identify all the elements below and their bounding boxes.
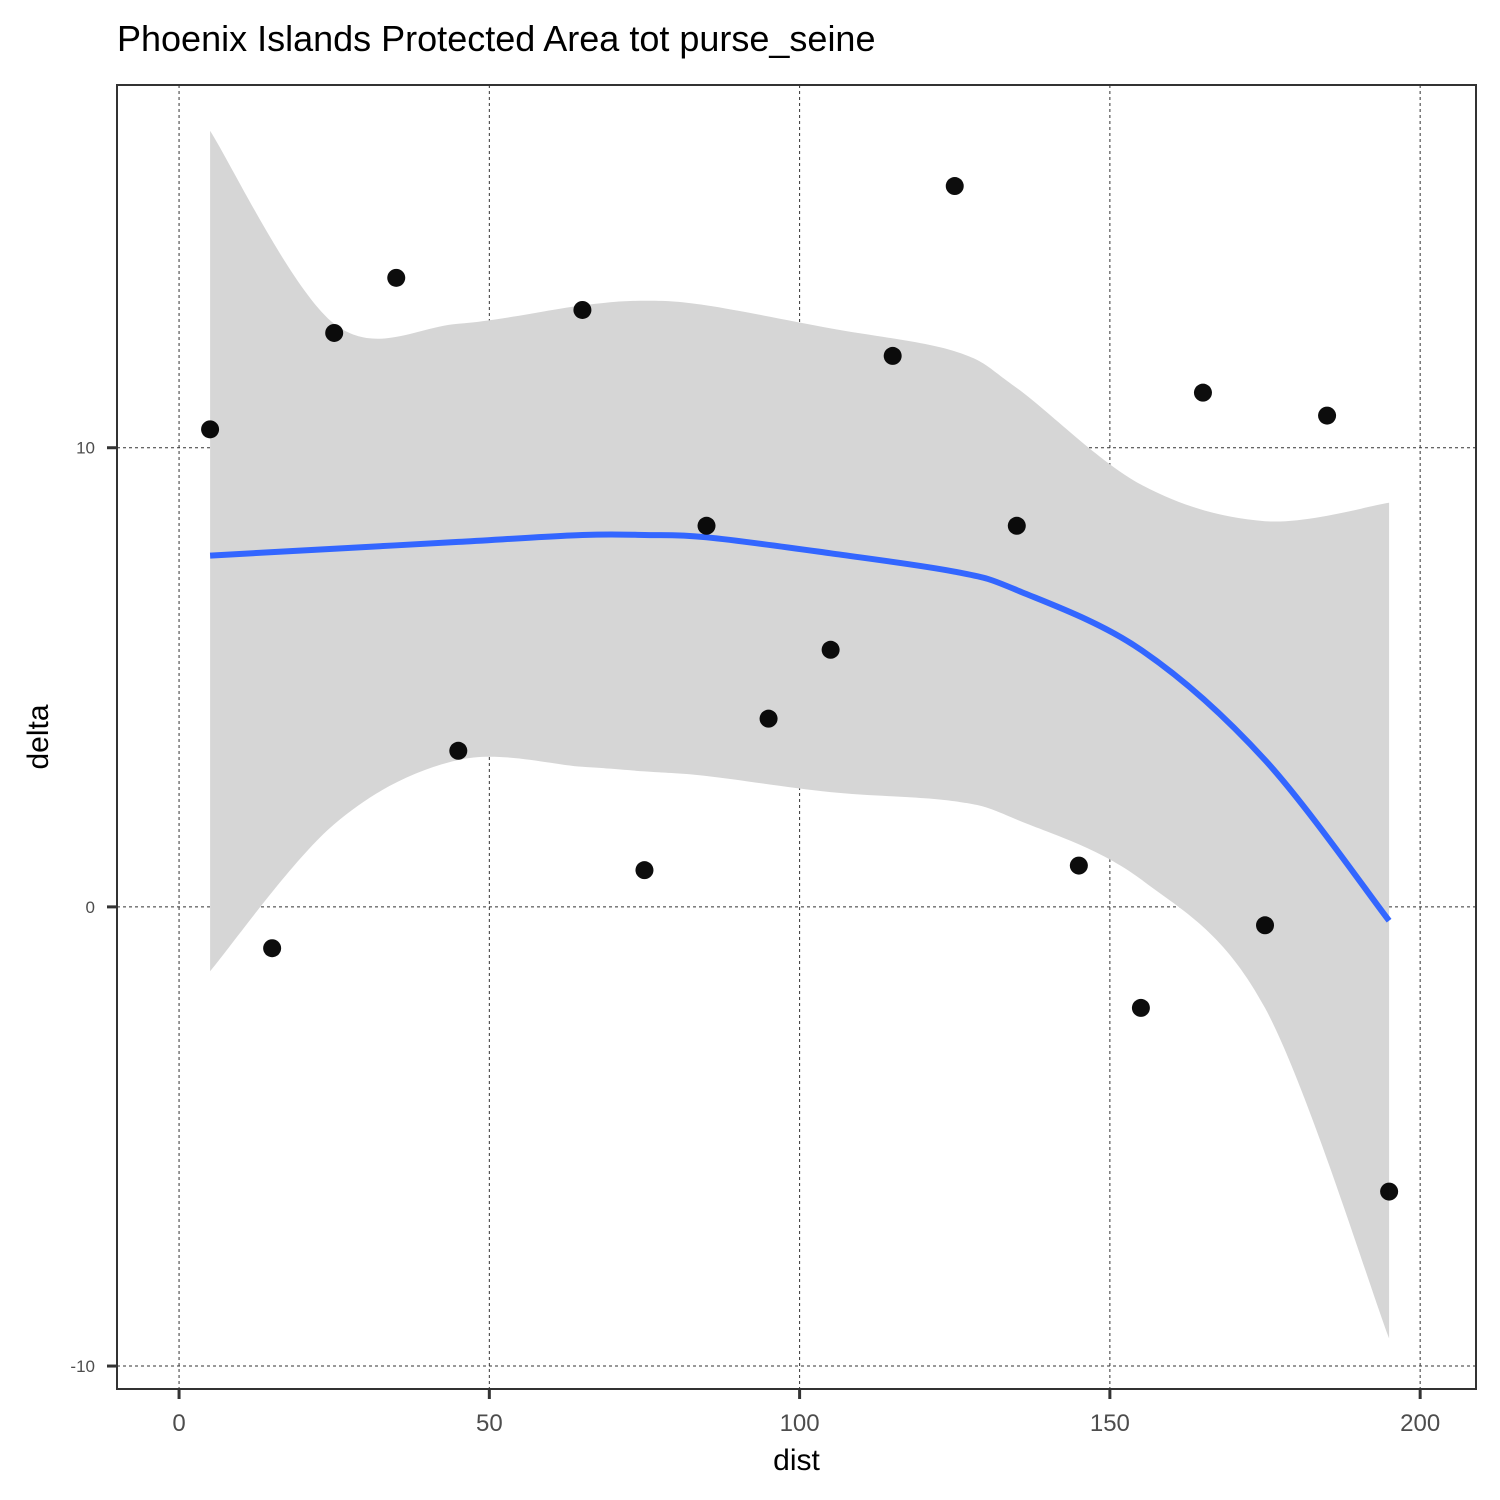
x-tick-label: 50 [476,1410,503,1437]
x-tick-label: 100 [780,1410,820,1437]
data-point [1193,383,1212,402]
data-point [1256,916,1275,935]
data-point [759,709,778,728]
data-point [449,741,468,760]
x-tick-label: 200 [1400,1410,1440,1437]
y-axis-title: delta [22,704,55,769]
data-point [325,323,344,342]
grid-lines [117,85,1476,1389]
smooth-fit-line [209,531,1392,923]
confidence-band-layer [210,130,1390,1339]
y-tick-label: 10 [76,439,95,458]
data-point [1069,856,1088,875]
axes: 0 50 100 150 200 -10 0 10 [70,439,1440,1437]
data-point [1380,1182,1399,1201]
data-points [201,177,1399,1201]
data-point [697,516,716,535]
data-point [263,939,282,958]
smooth-line-layer [209,531,1392,923]
x-tick-label: 150 [1090,1410,1130,1437]
panel-border [116,84,1477,1390]
y-tick-label: 0 [86,898,95,917]
data-point [201,420,220,439]
x-tick-label: 0 [172,1410,185,1437]
y-tick-label: -10 [70,1357,95,1376]
x-axis-title: dist [773,1444,820,1477]
data-point [821,640,840,659]
data-point [1007,516,1026,535]
data-point [635,861,654,880]
data-point [387,268,406,287]
data-point [1318,406,1337,425]
confidence-band [210,130,1390,1339]
chart-title: Phoenix Islands Protected Area tot purse… [117,18,876,59]
data-point [1131,998,1150,1017]
data-point [945,177,964,196]
data-point [573,300,592,319]
data-point [883,346,902,365]
